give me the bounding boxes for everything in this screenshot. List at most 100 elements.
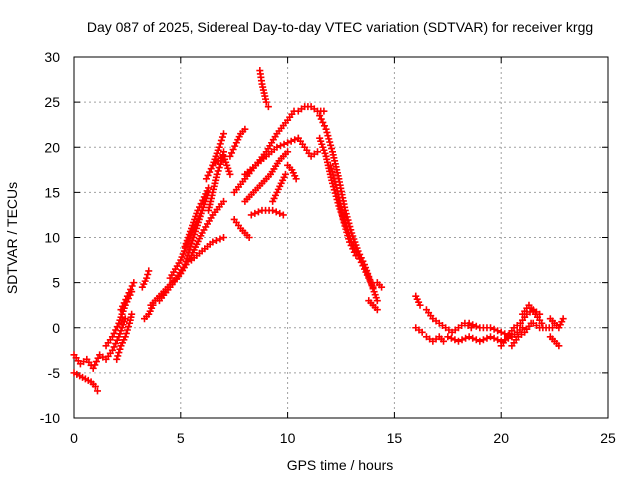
data-point xyxy=(444,333,452,341)
data-point xyxy=(121,333,129,341)
series-arc-u xyxy=(247,206,287,219)
data-point xyxy=(128,282,136,290)
data-point xyxy=(231,142,239,150)
data-point xyxy=(344,232,352,240)
data-points xyxy=(70,67,567,395)
data-point xyxy=(325,135,333,143)
data-point xyxy=(555,342,563,350)
data-point xyxy=(247,211,255,219)
data-point xyxy=(440,337,448,345)
series-arc-x xyxy=(284,161,300,183)
y-tick-label: 10 xyxy=(44,230,60,246)
data-point xyxy=(345,235,353,243)
y-tick-label: 0 xyxy=(52,320,60,336)
series-arc-ac xyxy=(326,161,360,260)
data-point xyxy=(328,168,336,176)
data-point xyxy=(116,345,124,353)
data-point xyxy=(280,140,288,148)
series-arc-k xyxy=(181,184,213,251)
data-point xyxy=(287,137,295,145)
series-arc-t xyxy=(241,148,292,205)
data-point xyxy=(291,136,299,144)
data-point xyxy=(202,175,210,183)
data-point xyxy=(458,336,466,344)
data-point xyxy=(143,274,151,282)
y-tick-label: 30 xyxy=(44,49,60,65)
data-point xyxy=(324,132,332,140)
data-point xyxy=(326,138,334,146)
series-arc-d xyxy=(113,310,136,363)
data-point xyxy=(332,181,340,189)
series-arc-o xyxy=(209,152,234,178)
x-tick-label: 20 xyxy=(493,430,509,446)
data-point xyxy=(92,358,100,366)
series-arc-m xyxy=(187,234,228,264)
data-point xyxy=(284,148,292,156)
data-point xyxy=(476,337,484,345)
data-point xyxy=(218,133,226,141)
data-point xyxy=(472,322,480,330)
data-point xyxy=(327,141,335,149)
x-tick-label: 15 xyxy=(387,430,403,446)
tick-labels: 0 5 10 15 20 25 -10 -5 0 5 10 15 20 25 30 xyxy=(40,49,616,446)
data-point xyxy=(205,184,213,192)
data-point xyxy=(204,171,212,179)
data-point xyxy=(548,324,556,332)
series-arc-z xyxy=(294,134,322,160)
x-axis-title: GPS time / hours xyxy=(287,457,394,473)
data-point xyxy=(279,211,287,219)
grid-lines xyxy=(74,57,608,418)
data-point xyxy=(317,115,325,123)
data-point xyxy=(447,334,455,342)
data-point xyxy=(273,143,281,151)
series-arc-v xyxy=(256,67,272,111)
data-point xyxy=(465,333,473,341)
series-arc-ah xyxy=(422,306,475,336)
series-arc-b xyxy=(70,369,101,395)
data-point xyxy=(207,165,215,173)
data-point xyxy=(215,164,223,172)
data-point xyxy=(276,209,284,217)
series-arc-ak xyxy=(465,319,527,341)
data-point xyxy=(494,327,502,335)
data-point xyxy=(144,271,152,279)
data-point xyxy=(327,165,335,173)
series-arc-w xyxy=(269,170,289,205)
data-point xyxy=(373,306,381,314)
data-point xyxy=(269,206,277,214)
data-point xyxy=(352,252,360,260)
data-point xyxy=(369,283,377,291)
series-arc-an xyxy=(519,301,546,327)
data-point xyxy=(341,222,349,230)
series-arc-af xyxy=(412,292,424,309)
series-arc-i xyxy=(155,197,228,305)
x-tick-label: 0 xyxy=(70,430,78,446)
data-point xyxy=(416,301,424,309)
data-point xyxy=(91,382,99,390)
series-arc-q xyxy=(230,215,253,241)
data-point xyxy=(212,237,220,245)
series-arc-a xyxy=(70,315,129,372)
chart-title: Day 087 of 2025, Sidereal Day-to-day VTE… xyxy=(87,19,593,35)
data-point xyxy=(220,234,228,241)
data-point xyxy=(220,130,228,138)
series-arc-aq xyxy=(546,333,563,350)
y-tick-label: 15 xyxy=(44,184,60,200)
data-point xyxy=(487,333,495,341)
data-point xyxy=(329,171,337,179)
data-point xyxy=(145,267,153,275)
data-point xyxy=(123,326,131,334)
data-point xyxy=(264,103,272,111)
data-point xyxy=(284,139,292,147)
data-point xyxy=(93,387,101,395)
data-point xyxy=(262,98,270,106)
data-point xyxy=(342,225,350,233)
series-arc-e xyxy=(117,279,138,314)
series-arc-s xyxy=(241,107,298,178)
data-point xyxy=(314,148,322,156)
series-arc-g xyxy=(140,301,157,323)
data-point xyxy=(320,107,328,115)
data-point xyxy=(254,208,262,216)
y-tick-label: 25 xyxy=(44,94,60,110)
